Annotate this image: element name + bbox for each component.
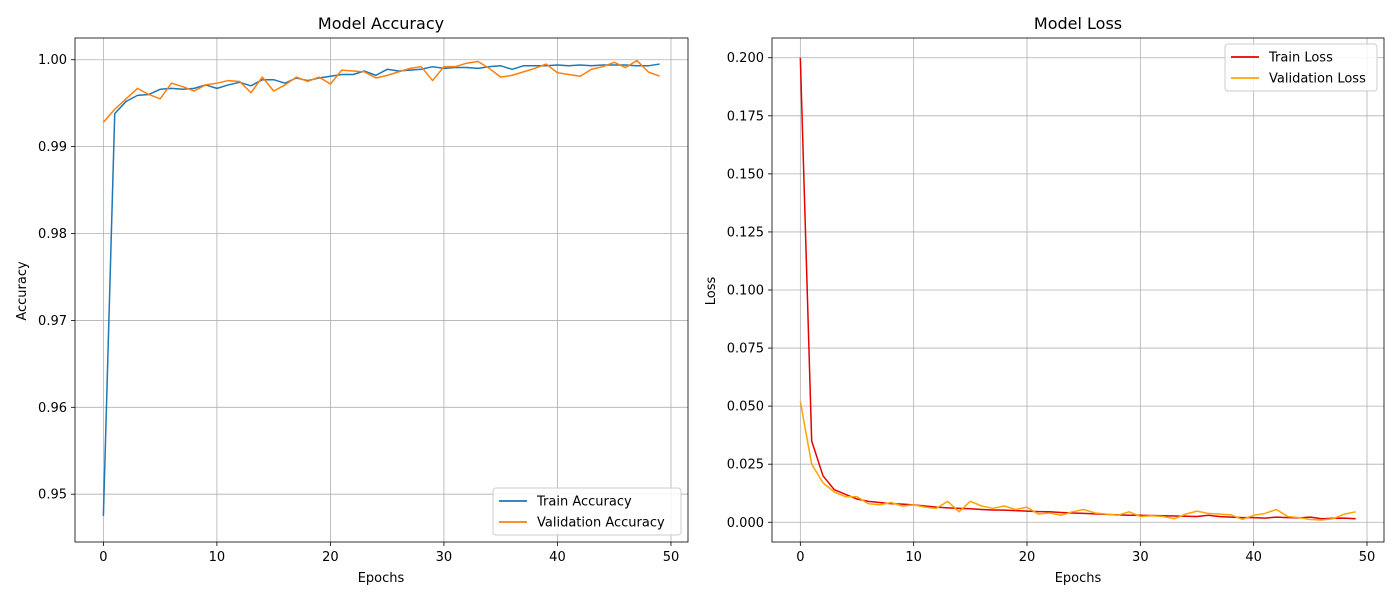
loss-x-tick-label: 40 <box>1245 550 1262 565</box>
accuracy-series-line-train <box>102 63 660 516</box>
loss-x-tick-label: 0 <box>796 550 804 565</box>
accuracy-series-line-validation <box>102 59 660 123</box>
loss-legend-box <box>1224 43 1378 92</box>
accuracy-chart: Model Accuracy Epochs Accuracy 0 10 20 30 40… <box>15 14 689 586</box>
loss-y-tick-label: 0.075 <box>727 342 764 357</box>
accuracy-x-tick-label: 40 <box>549 550 566 565</box>
loss-y-tick-label: 0.050 <box>727 400 764 415</box>
accuracy-y-tick-label: 0.96 <box>38 401 67 416</box>
loss-x-tick-label: 10 <box>905 550 922 565</box>
loss-y-tick-label: 0.175 <box>727 109 764 124</box>
loss-x-tick-label: 30 <box>1132 550 1149 565</box>
loss-legend: Train Loss Validation Loss <box>1224 43 1378 92</box>
accuracy-chart-title: Model Accuracy <box>318 14 444 33</box>
accuracy-y-tick-label: 1.00 <box>38 53 67 68</box>
loss-y-axis-label: Loss <box>704 277 719 306</box>
accuracy-y-tick-label: 0.98 <box>38 227 67 242</box>
loss-y-tick-label: 0.100 <box>727 284 764 299</box>
loss-legend-label: Validation Loss <box>1269 72 1366 87</box>
accuracy-y-tick-label: 0.99 <box>38 140 67 155</box>
loss-y-tick-label: 0.025 <box>727 458 764 473</box>
accuracy-legend-label: Validation Accuracy <box>537 516 665 531</box>
loss-y-tick-label: 0.150 <box>727 167 764 182</box>
loss-x-tick-label: 20 <box>1019 550 1036 565</box>
accuracy-y-axis-label: Accuracy <box>15 261 30 321</box>
loss-legend-label: Train Loss <box>1268 51 1333 66</box>
accuracy-x-tick-label: 0 <box>99 550 107 565</box>
accuracy-x-tick-label: 50 <box>663 550 680 565</box>
accuracy-plot-frame <box>74 37 689 543</box>
accuracy-legend-label: Train Accuracy <box>536 495 632 510</box>
accuracy-x-axis-label: Epochs <box>358 571 405 586</box>
loss-x-tick-label: 50 <box>1359 550 1376 565</box>
loss-y-tick-label: 0.200 <box>727 51 764 66</box>
accuracy-x-tick-label: 10 <box>209 550 226 565</box>
loss-series-line-train <box>799 57 1356 520</box>
accuracy-y-tick-label: 0.97 <box>38 314 67 329</box>
loss-x-axis-label: Epochs <box>1055 571 1102 586</box>
loss-chart-title: Model Loss <box>1034 14 1122 33</box>
loss-series-line-validation <box>799 401 1356 521</box>
loss-y-tick-label: 0.000 <box>727 516 764 531</box>
loss-y-tick-label: 0.125 <box>727 225 764 240</box>
accuracy-x-tick-label: 20 <box>322 550 339 565</box>
loss-chart: Model Loss Epochs Loss 0 10 20 30 40 50 0.000 0… <box>704 14 1385 586</box>
accuracy-y-tick-label: 0.95 <box>38 488 67 503</box>
accuracy-x-tick-label: 30 <box>436 550 453 565</box>
accuracy-legend: Train Accuracy Validation Accuracy <box>492 487 682 536</box>
accuracy-legend-box <box>492 487 682 536</box>
